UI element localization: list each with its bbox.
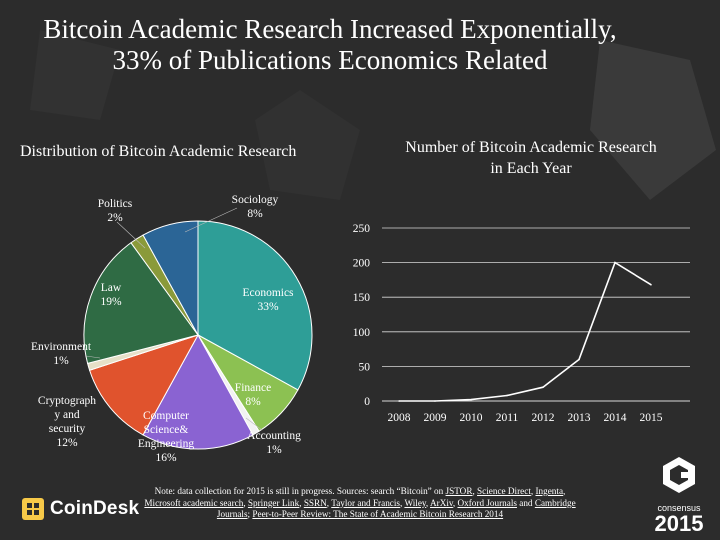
link-peer-review[interactable]: Peer-to-Peer Review: The State of Academ… [252, 509, 504, 520]
data-point-2015 [650, 283, 652, 286]
coindesk-wordmark: CoinDesk [50, 498, 140, 519]
y-tick-label-150: 150 [353, 292, 371, 304]
data-point-2012 [542, 386, 544, 388]
pie-leader-line [245, 417, 263, 431]
title-line-2: 33% of Publications Economics Related [112, 45, 548, 75]
pie-slice-computer-science-engineering [142, 333, 254, 450]
y-tick-label-0: 0 [364, 396, 370, 408]
title-line-1: Bitcoin Academic Research Increased Expo… [43, 14, 617, 44]
pie-label-cryptograph-y-and-security: Cryptograph y and security 12% [38, 395, 96, 449]
link-ingenta[interactable]: Ingenta [535, 486, 564, 496]
coindesk-icon [22, 498, 44, 520]
data-point-2008 [398, 400, 400, 402]
consensus-hexagon-icon [663, 457, 695, 493]
note-prefix: Note: data collection for 2015 is still … [154, 486, 446, 496]
link-jstor[interactable]: JSTOR [445, 486, 473, 496]
y-tick-label-50: 50 [359, 361, 371, 373]
pie-label-economics: Economics 33% [242, 287, 294, 313]
pie-chart-title: Distribution of Bitcoin Academic Researc… [20, 143, 297, 160]
data-point-2011 [506, 394, 508, 397]
link-science-direct[interactable]: Science Direct [477, 486, 531, 496]
link-taylor-francis[interactable]: Taylor and Francis [331, 497, 400, 508]
note-and: and [519, 497, 533, 508]
consensus-year: 2015 [654, 511, 704, 536]
x-tick-label-2011: 2011 [496, 412, 519, 424]
data-point-2009 [434, 400, 436, 402]
x-tick-label-2010: 2010 [460, 412, 483, 424]
link-wiley[interactable]: Wiley [404, 497, 426, 508]
pie-label-environment: Environment 1% [31, 341, 92, 367]
pie-slice-sociology [142, 220, 199, 336]
pie-labels: Economics 33% Finance 8% Accounting 1% Compute… [31, 194, 301, 464]
x-tick-label-2008: 2008 [388, 412, 411, 424]
coindesk-logo: CoinDesk [22, 498, 139, 520]
pie-leader-line [116, 221, 146, 249]
x-tick-label-2012: 2012 [532, 412, 555, 424]
x-tick-label-2014: 2014 [604, 412, 627, 424]
line-chart-title: Number of Bitcoin Academic Research in E… [376, 137, 686, 179]
data-point-2013 [578, 358, 580, 361]
series-line-publications [399, 261, 652, 402]
pie-slice-cryptograph-y-and-security [88, 334, 200, 436]
data-point-2014 [614, 261, 616, 264]
data-point-2010 [470, 398, 472, 401]
consensus-wordmark: consensus [657, 503, 701, 513]
pie-label-sociology: Sociology 8% [232, 194, 279, 220]
source-note: Note: data collection for 2015 is still … [144, 486, 576, 520]
consensus-logo: consensus 2015 [648, 455, 710, 535]
pie-slice-economics [197, 220, 313, 391]
bg-polygon [30, 30, 120, 120]
bg-polygon [590, 40, 716, 200]
page-title: Bitcoin Academic Research Increased Expo… [0, 14, 660, 76]
pie-leader-line [184, 207, 238, 233]
pie-label-law: Law 19% [100, 282, 122, 308]
y-tick-label-200: 200 [353, 258, 371, 270]
pie-label-accounting: Accounting 1% [247, 430, 301, 456]
pie-chart [83, 220, 313, 450]
y-tick-label-100: 100 [353, 327, 371, 339]
line-chart: 0 50 100 150 200 250 2008 2009 2010 2011 2012 2013 2… [353, 223, 690, 424]
x-tick-label-2015: 2015 [640, 412, 663, 424]
link-cambridge[interactable]: Cambridge Journals [216, 497, 576, 520]
pie-slice-law [83, 242, 199, 364]
x-tick-label-2013: 2013 [568, 412, 591, 424]
pie-label-computer-science-engineering: Computer Science& Engineering 16% [138, 410, 194, 464]
link-microsoft-academic[interactable]: Microsoft academic search [144, 497, 244, 508]
line-chart-title-line-2: in Each Year [490, 160, 572, 177]
pie-label-politics: Politics 2% [98, 198, 133, 224]
link-springer[interactable]: Springer Link [247, 497, 300, 508]
link-oxford[interactable]: Oxford Journals [457, 497, 517, 508]
pie-label-finance: Finance 8% [235, 382, 271, 408]
bg-polygon [255, 90, 360, 200]
link-ssrn[interactable]: SSRN [303, 497, 327, 508]
pie-leader-line [85, 355, 101, 359]
y-tick-label-250: 250 [353, 223, 371, 235]
x-tick-label-2009: 2009 [424, 412, 447, 424]
line-chart-title-line-1: Number of Bitcoin Academic Research [405, 139, 657, 156]
link-arxiv[interactable]: ArXiv [430, 497, 453, 508]
